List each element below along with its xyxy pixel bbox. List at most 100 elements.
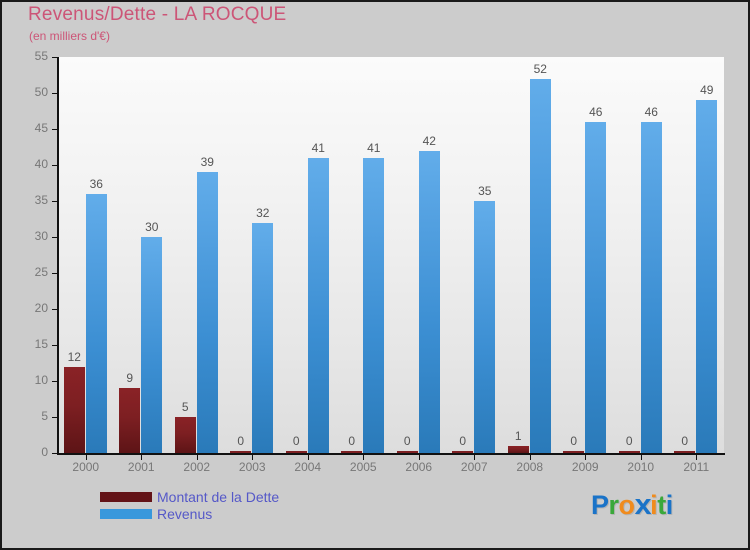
bar-revenue[interactable] <box>474 201 496 453</box>
legend-item-debt[interactable]: Montant de la Dette <box>100 489 279 504</box>
bar-revenue[interactable] <box>252 222 274 453</box>
x-axis-tick <box>197 454 198 460</box>
legend-swatch-debt-icon <box>100 491 152 502</box>
x-axis-tick <box>696 454 697 460</box>
logo-letter: P <box>591 490 609 520</box>
y-axis-tick-label: 40 <box>34 157 48 171</box>
bar-label-debt: 0 <box>292 434 300 448</box>
bar-label-revenue: 46 <box>589 104 603 119</box>
bar-label-debt: 0 <box>570 434 578 448</box>
bar-label-revenue: 36 <box>89 176 103 191</box>
bar-revenue[interactable] <box>141 237 163 453</box>
bar-label-debt: 0 <box>403 434 411 448</box>
bar-label-debt: 5 <box>181 400 189 414</box>
y-axis-tick <box>52 57 59 58</box>
y-axis-tick-label: 50 <box>34 85 48 99</box>
bar-label-debt: 0 <box>681 434 689 448</box>
bar-label-debt: 9 <box>126 371 134 386</box>
bar-debt[interactable] <box>341 451 363 453</box>
logo-letter: r <box>608 490 620 520</box>
bar-debt[interactable] <box>174 417 196 453</box>
legend-swatch-revenue-icon <box>100 508 152 519</box>
x-axis-tick-label: 2000 <box>72 460 100 474</box>
y-axis-tick <box>52 381 59 382</box>
y-axis-line <box>57 57 59 454</box>
y-axis-tick-label: 30 <box>34 229 48 243</box>
y-axis-tick-label: 35 <box>34 193 48 207</box>
bar-revenue[interactable] <box>85 193 107 453</box>
bar-label-debt: 12 <box>67 349 81 364</box>
bar-revenue[interactable] <box>640 121 662 453</box>
bar-debt[interactable] <box>230 451 252 453</box>
bar-revenue[interactable] <box>696 100 718 453</box>
logo-letter: i <box>650 490 658 520</box>
x-axis-tick <box>363 454 364 460</box>
page-title: Revenus/Dette - LA ROCQUE <box>28 4 287 25</box>
y-axis-tick-label: 45 <box>34 121 48 135</box>
x-axis-tick-label: 2010 <box>627 460 655 474</box>
bar-label-revenue: 52 <box>533 61 547 76</box>
bar-revenue[interactable] <box>307 157 329 453</box>
y-axis-tick-label: 25 <box>34 265 48 279</box>
plot-area <box>58 57 724 453</box>
bar-label-revenue: 35 <box>478 184 492 198</box>
bar-revenue[interactable] <box>418 150 440 453</box>
y-axis-tick <box>52 165 59 166</box>
x-axis-tick-label: 2011 <box>683 460 710 474</box>
chart-legend: Montant de la Dette Revenus <box>100 489 279 523</box>
y-axis-tick <box>52 201 59 202</box>
y-axis-tick <box>52 129 59 130</box>
bar-revenue[interactable] <box>529 78 551 453</box>
x-axis-tick-label: 2007 <box>460 460 488 474</box>
bar-revenue[interactable] <box>363 157 385 453</box>
bar-debt[interactable] <box>452 451 474 453</box>
y-axis-tick <box>52 237 59 238</box>
x-axis-tick-label: 2003 <box>238 460 266 474</box>
bar-label-revenue: 49 <box>700 83 714 98</box>
legend-label-debt: Montant de la Dette <box>157 488 280 505</box>
bar-debt[interactable] <box>63 366 85 453</box>
logo-letter: o <box>618 490 636 520</box>
bar-label-revenue: 42 <box>422 133 436 148</box>
bar-label-debt: 0 <box>348 434 356 448</box>
bar-label-revenue: 46 <box>644 104 658 119</box>
y-axis-tick <box>52 345 59 346</box>
y-axis-tick-label: 20 <box>34 301 48 315</box>
y-axis-tick <box>52 93 59 94</box>
logo-letter: i <box>665 490 674 520</box>
x-axis-tick <box>308 454 309 460</box>
x-axis-tick <box>252 454 253 460</box>
x-axis-tick <box>86 454 87 460</box>
x-axis-tick-label: 2002 <box>183 460 211 474</box>
x-axis-tick <box>641 454 642 460</box>
bar-debt[interactable] <box>119 388 141 453</box>
bar-revenue[interactable] <box>196 172 218 453</box>
bar-debt[interactable] <box>674 451 696 453</box>
x-axis-tick-label: 2001 <box>127 460 155 474</box>
x-axis-tick <box>474 454 475 460</box>
logo-letter: t <box>657 490 666 520</box>
legend-label-revenue: Revenus <box>157 505 213 522</box>
y-axis-tick-label: 5 <box>41 409 48 423</box>
bar-debt[interactable] <box>563 451 585 453</box>
x-axis-tick-label: 2009 <box>571 460 599 474</box>
bar-debt[interactable] <box>618 451 640 453</box>
proxiti-logo[interactable]: Proxiti <box>591 490 673 520</box>
y-axis-tick-label: 0 <box>41 445 48 459</box>
x-axis-tick-label: 2008 <box>516 460 544 474</box>
x-axis-line <box>57 453 725 455</box>
legend-item-revenue[interactable]: Revenus <box>100 506 279 521</box>
x-axis-tick <box>585 454 586 460</box>
bar-debt[interactable] <box>507 445 529 453</box>
x-axis-tick-label: 2006 <box>405 460 433 474</box>
bar-debt[interactable] <box>285 451 307 453</box>
x-axis-tick-label: 2005 <box>349 460 377 474</box>
logo-letter: x <box>634 489 651 521</box>
chart-subtitle: (en milliers d'€) <box>29 29 110 43</box>
bar-debt[interactable] <box>396 451 418 453</box>
bar-revenue[interactable] <box>585 121 607 453</box>
y-axis-tick-label: 15 <box>34 337 48 351</box>
bar-label-debt: 0 <box>625 434 633 448</box>
x-axis-tick <box>419 454 420 460</box>
